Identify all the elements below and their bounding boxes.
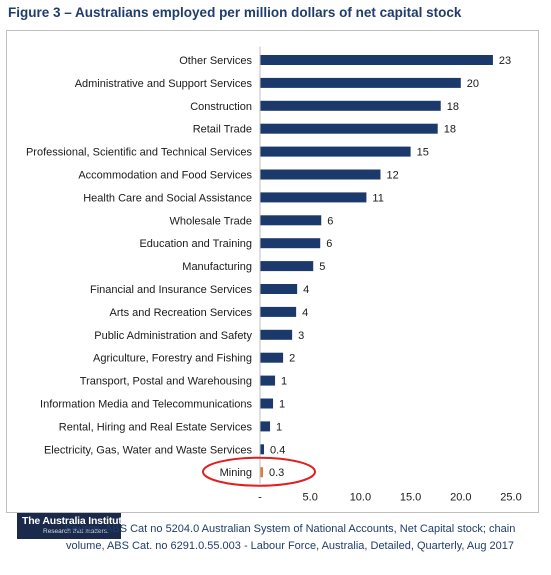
- bar-health-care-and-social-assistance: [260, 192, 367, 203]
- bar-transport-postal-and-warehousing: [260, 375, 276, 386]
- data-label-administrative-and-support-services: 20: [467, 78, 479, 90]
- category-label-public-administration-and-safety: Public Administration and Safety: [94, 330, 252, 342]
- bar-public-administration-and-safety: [260, 329, 293, 340]
- category-label-administrative-and-support-services: Administrative and Support Services: [75, 78, 253, 90]
- bar-rental-hiring-and-real-estate-services: [260, 421, 271, 432]
- bar-professional-scientific-and-technical-services: [260, 146, 411, 157]
- data-label-public-administration-and-safety: 3: [298, 330, 304, 342]
- category-label-health-care-and-social-assistance: Health Care and Social Assistance: [83, 192, 252, 204]
- category-label-electricity-gas-water-and-waste-services: Electricity, Gas, Water and Waste Servic…: [44, 444, 253, 456]
- source-line-1: Source: ABS Cat no 5204.0 Australian Sys…: [64, 523, 516, 535]
- bar-construction: [260, 100, 441, 111]
- category-label-accommodation-and-food-services: Accommodation and Food Services: [78, 170, 252, 182]
- source-note: Source: ABS Cat no 5204.0 Australian Sys…: [40, 521, 540, 555]
- category-label-agriculture-forestry-and-fishing: Agriculture, Forestry and Fishing: [93, 353, 252, 365]
- bar-manufacturing: [260, 261, 314, 272]
- bar-administrative-and-support-services: [260, 77, 461, 88]
- data-label-financial-and-insurance-services: 4: [303, 284, 309, 296]
- x-tick-label-3: 15.0: [400, 492, 421, 504]
- category-label-manufacturing: Manufacturing: [182, 261, 252, 273]
- bar-agriculture-forestry-and-fishing: [260, 352, 284, 363]
- category-label-professional-scientific-and-technical-services: Professional, Scientific and Technical S…: [26, 147, 253, 159]
- data-label-professional-scientific-and-technical-services: 15: [417, 147, 429, 159]
- data-label-transport-postal-and-warehousing: 1: [281, 376, 287, 388]
- data-label-information-media-and-telecommunications: 1: [279, 399, 285, 411]
- bar-mining: [260, 467, 264, 478]
- figure-title: Figure 3 – Australians employed per mill…: [8, 5, 462, 20]
- highlight-ellipse: [202, 456, 316, 487]
- data-label-agriculture-forestry-and-fishing: 2: [289, 353, 295, 365]
- data-label-rental-hiring-and-real-estate-services: 1: [276, 421, 282, 433]
- data-label-manufacturing: 5: [319, 261, 325, 273]
- category-label-construction: Construction: [190, 101, 252, 113]
- bar-chart: Other Services 23 Administrative and Suppo…: [26, 46, 522, 504]
- bar-financial-and-insurance-services: [260, 284, 298, 294]
- data-label-health-care-and-social-assistance: 11: [372, 192, 383, 204]
- logo-tagline: Research that matters.: [43, 528, 109, 535]
- data-label-retail-trade: 18: [444, 124, 456, 136]
- x-tick-label-1: 5.0: [303, 492, 318, 504]
- bar-arts-and-recreation-services: [260, 306, 297, 317]
- category-label-mining: Mining: [220, 467, 252, 479]
- category-label-information-media-and-telecommunications: Information Media and Telecommunications: [40, 399, 252, 411]
- data-label-electricity-gas-water-and-waste-services: 0.4: [270, 444, 285, 456]
- category-label-financial-and-insurance-services: Financial and Insurance Services: [90, 284, 253, 296]
- data-label-education-and-training: 6: [326, 238, 332, 250]
- australia-institute-logo: The Australia Institute Research that ma…: [17, 513, 127, 539]
- category-label-transport-postal-and-warehousing: Transport, Postal and Warehousing: [80, 376, 252, 388]
- category-label-retail-trade: Retail Trade: [193, 124, 252, 136]
- x-tick-label-4: 20.0: [450, 492, 471, 504]
- category-label-other-services: Other Services: [179, 55, 252, 67]
- source-line-2: volume, ABS Cat. no 6291.0.55.003 - Labo…: [65, 540, 514, 552]
- x-tick-label-5: 25.0: [500, 492, 521, 504]
- data-label-accommodation-and-food-services: 12: [386, 170, 398, 182]
- category-label-education-and-training: Education and Training: [139, 238, 252, 250]
- category-label-arts-and-recreation-services: Arts and Recreation Services: [110, 307, 253, 319]
- bar-education-and-training: [260, 238, 321, 249]
- x-tick-label-0: -: [258, 492, 262, 504]
- bar-other-services: [260, 55, 493, 65]
- bar-accommodation-and-food-services: [260, 169, 381, 180]
- chart-frame: Other Services 23 Administrative and Suppo…: [6, 30, 539, 539]
- bar-wholesale-trade: [260, 215, 322, 226]
- category-label-rental-hiring-and-real-estate-services: Rental, Hiring and Real Estate Services: [59, 421, 253, 433]
- data-label-mining: 0.3: [269, 467, 284, 479]
- x-tick-label-2: 10.0: [350, 492, 371, 504]
- data-label-arts-and-recreation-services: 4: [302, 307, 308, 319]
- data-label-wholesale-trade: 6: [327, 215, 333, 227]
- bar-electricity-gas-water-and-waste-services: [260, 444, 265, 455]
- logo-text: The Australia Institute: [22, 515, 128, 527]
- category-label-wholesale-trade: Wholesale Trade: [169, 215, 252, 227]
- bar-retail-trade: [260, 123, 438, 134]
- data-label-construction: 18: [447, 101, 459, 113]
- bar-information-media-and-telecommunications: [260, 398, 274, 409]
- data-label-other-services: 23: [499, 55, 511, 67]
